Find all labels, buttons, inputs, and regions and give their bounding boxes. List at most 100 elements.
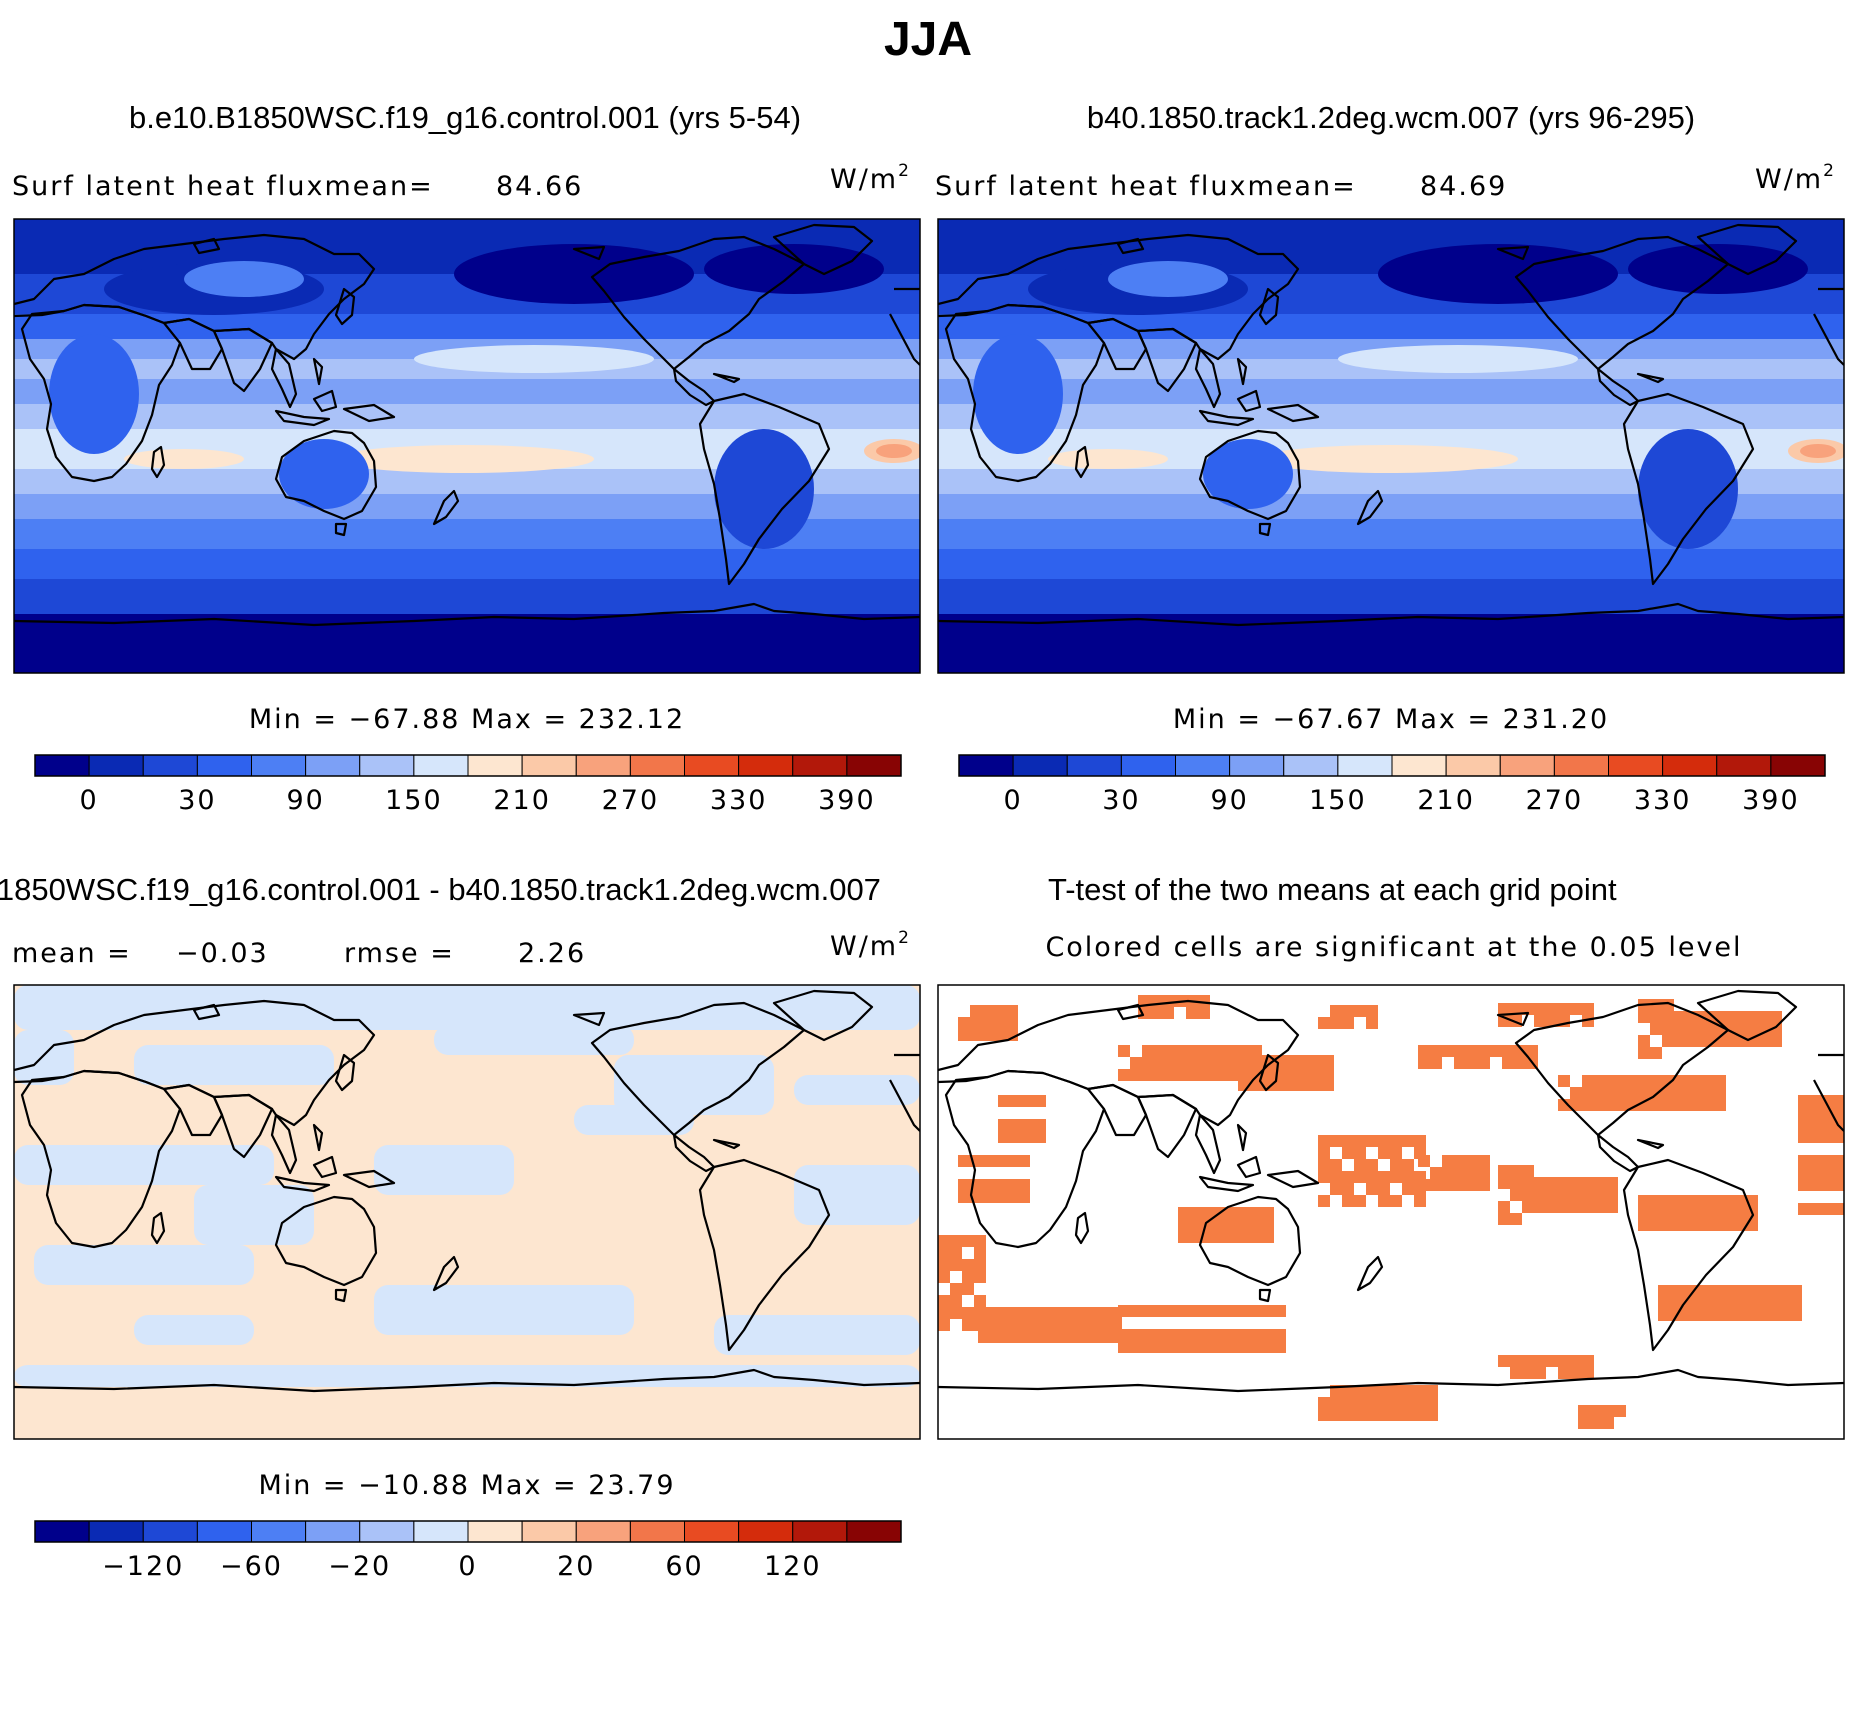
- significant-cell: [1262, 1305, 1274, 1317]
- significant-cell: [1226, 1305, 1238, 1317]
- significant-cell: [1262, 1341, 1274, 1353]
- diff-patch-11: [374, 1285, 634, 1335]
- significant-cell: [1758, 1011, 1770, 1023]
- significant-cell: [1662, 1207, 1674, 1219]
- significant-cell: [1162, 1007, 1174, 1019]
- significant-cell: [1770, 1023, 1782, 1035]
- significant-cell: [958, 1179, 970, 1191]
- flux-patch-1-7: [1628, 244, 1808, 294]
- significant-cell: [1606, 1201, 1618, 1213]
- significant-cell: [938, 1247, 950, 1259]
- colorbar-tick-label: 90: [286, 785, 324, 816]
- significant-cell: [1154, 1069, 1166, 1081]
- significant-cell: [1274, 1329, 1286, 1341]
- significant-cell: [1050, 1307, 1062, 1319]
- colorbar-swatch: [34, 754, 90, 777]
- significant-cell: [1310, 1079, 1322, 1091]
- colorbar-swatch: [521, 754, 577, 777]
- significant-cell: [1526, 1045, 1538, 1057]
- figure-title: JJA: [884, 13, 972, 66]
- significant-cell: [1238, 1341, 1250, 1353]
- significant-cell: [1834, 1107, 1844, 1119]
- significant-cell: [1402, 1135, 1414, 1147]
- colorbar-tick-label: 150: [1309, 785, 1367, 816]
- colorbar-swatch: [792, 754, 848, 777]
- significant-cell: [1546, 1355, 1558, 1367]
- significant-cell: [1730, 1297, 1742, 1309]
- significant-cell: [1310, 1067, 1322, 1079]
- significant-cell: [1822, 1131, 1834, 1143]
- flux-patch-0-7: [704, 244, 884, 294]
- significant-cell: [1034, 1131, 1046, 1143]
- significant-cell: [1190, 1045, 1202, 1057]
- significant-cell: [1178, 1219, 1190, 1231]
- diff-patch-4: [614, 1055, 774, 1115]
- significant-cell: [1810, 1095, 1822, 1107]
- significant-cell: [994, 1017, 1006, 1029]
- significant-cell: [1618, 1099, 1630, 1111]
- significant-cell: [1714, 1099, 1726, 1111]
- significant-cell: [1582, 1367, 1594, 1379]
- significant-cell: [1006, 1005, 1018, 1017]
- significant-cell: [1442, 1179, 1454, 1191]
- significant-cell: [1614, 1405, 1626, 1417]
- significant-cell: [1130, 1341, 1142, 1353]
- significant-cell: [1822, 1167, 1834, 1179]
- flux-patch-1-11: [1108, 261, 1228, 297]
- significant-cell: [1074, 1319, 1086, 1331]
- significant-cell: [1354, 1397, 1366, 1409]
- significant-cell: [1522, 1367, 1534, 1379]
- significant-cell: [1582, 1355, 1594, 1367]
- significant-cell: [1402, 1171, 1414, 1183]
- significant-cell: [1734, 1219, 1746, 1231]
- significant-cell: [1766, 1285, 1778, 1297]
- significant-cell: [1022, 1131, 1034, 1143]
- significant-cell: [1650, 1219, 1662, 1231]
- significant-cell: [1250, 1045, 1262, 1057]
- significant-cell: [1018, 1191, 1030, 1203]
- significant-cell: [1686, 1207, 1698, 1219]
- significant-cell: [1638, 1219, 1650, 1231]
- significant-cell: [1322, 1055, 1334, 1067]
- colorbar-swatch: [88, 754, 144, 777]
- significant-cell: [1534, 1201, 1546, 1213]
- significant-cell: [1810, 1179, 1822, 1191]
- significant-cell: [1366, 1005, 1378, 1017]
- significant-cell: [1354, 1385, 1366, 1397]
- diff-patch-9: [574, 1105, 694, 1135]
- significant-cell: [1670, 1297, 1682, 1309]
- significant-cell: [1734, 1023, 1746, 1035]
- significant-cell: [1018, 1179, 1030, 1191]
- significant-cell: [1650, 1023, 1662, 1035]
- colorbar-swatch: [738, 754, 794, 777]
- significant-cell: [970, 1005, 982, 1017]
- colorbar-swatch: [142, 1520, 198, 1543]
- colorbar-tick-label: 270: [602, 785, 660, 816]
- significant-cell: [1418, 1045, 1430, 1057]
- significant-cell: [1262, 1207, 1274, 1219]
- significant-cell: [1286, 1067, 1298, 1079]
- significant-cell: [1822, 1203, 1834, 1215]
- significant-cell: [1742, 1297, 1754, 1309]
- significant-cell: [1534, 1003, 1546, 1015]
- diff-patch-12: [714, 1315, 920, 1355]
- significant-cell: [1378, 1147, 1390, 1159]
- significant-cell: [1322, 1067, 1334, 1079]
- significant-cell: [1378, 1183, 1390, 1195]
- flux-patch-1-8: [973, 334, 1063, 454]
- significant-cell: [1706, 1309, 1718, 1321]
- significant-cell: [982, 1191, 994, 1203]
- significant-cell: [970, 1029, 982, 1041]
- significant-cell: [982, 1029, 994, 1041]
- significant-cell: [958, 1191, 970, 1203]
- significant-cell: [1202, 1045, 1214, 1057]
- flux-band-1-2: [938, 314, 1844, 339]
- flux-patch-1-0: [1258, 445, 1518, 473]
- significant-cell: [1390, 1135, 1402, 1147]
- significant-cell: [1178, 1341, 1190, 1353]
- significant-cell: [1742, 1285, 1754, 1297]
- significant-cell: [1330, 1135, 1342, 1147]
- significant-cell: [1618, 1075, 1630, 1087]
- significant-cell: [1686, 1195, 1698, 1207]
- significant-cell: [1142, 1305, 1154, 1317]
